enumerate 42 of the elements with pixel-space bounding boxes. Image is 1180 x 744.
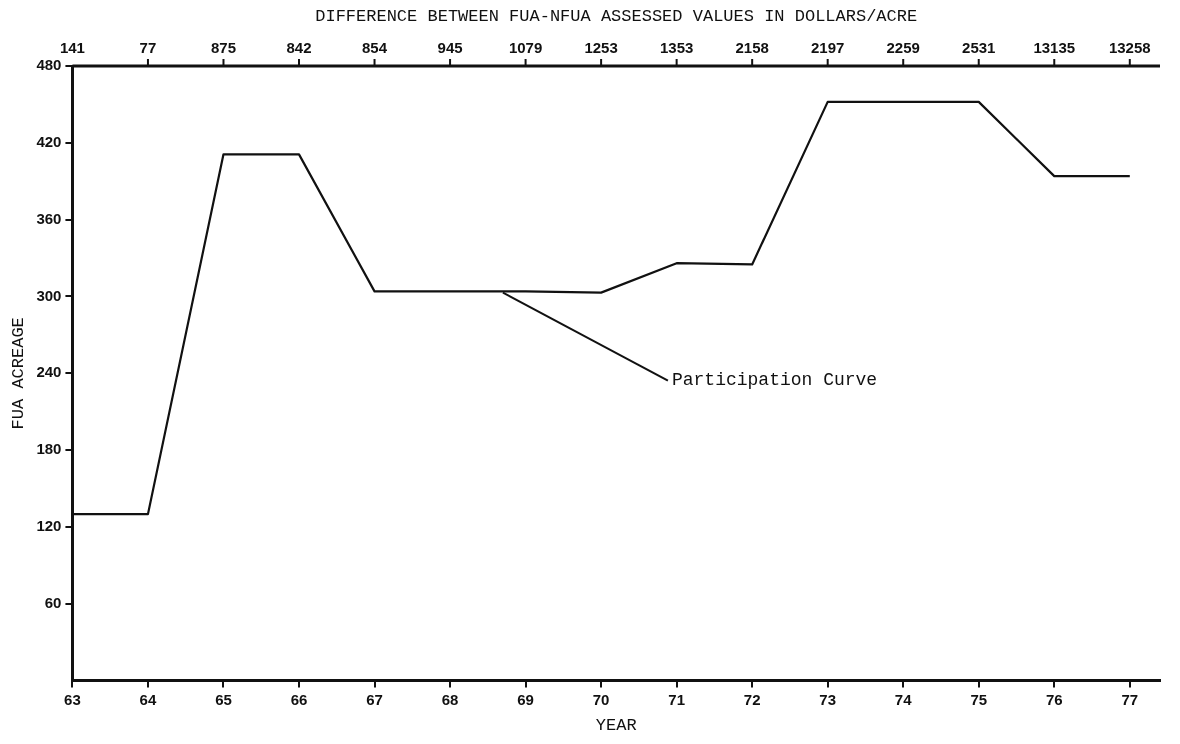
x-tick-label: 65 — [215, 690, 232, 708]
y-tick-label: 360 — [36, 209, 62, 227]
y-tick-label: 120 — [36, 517, 62, 535]
text: 77 — [139, 38, 157, 56]
y-tick-label: 300 — [36, 286, 62, 304]
text: 2531 — [962, 38, 996, 56]
annotation: Participation Curve — [671, 370, 878, 391]
text: 13135 — [1033, 38, 1076, 56]
x-tick-label: 72 — [743, 690, 761, 708]
y-axis-title: FUA ACREAGE — [8, 317, 28, 430]
x-tick-label: 74 — [894, 690, 913, 708]
x-tick-label: 75 — [970, 690, 988, 708]
x2-axis-title: DIFFERENCE BETWEEN FUA-NFUA ASSESSED VALUES IN DOLLARS/ACRE — [315, 7, 918, 26]
text: 1079 — [508, 38, 543, 56]
text: 1353 — [659, 38, 694, 56]
text: 842 — [286, 38, 312, 56]
y-tick-label: 60 — [44, 593, 62, 611]
text: 141 — [59, 38, 85, 56]
x-tick-label: 73 — [819, 690, 837, 708]
x-tick-label: 66 — [290, 690, 308, 708]
x-tick-label: 67 — [366, 690, 383, 708]
x-tick-label: 63 — [64, 690, 81, 708]
y-tick-label: 420 — [36, 132, 62, 150]
x-tick-label: 70 — [592, 690, 610, 708]
text: 945 — [437, 38, 463, 56]
text: 2158 — [735, 38, 769, 56]
text: 875 — [210, 38, 236, 56]
x-tick-label: 76 — [1045, 690, 1063, 708]
x-tick-label: 68 — [441, 690, 459, 708]
y-tick-label: 240 — [36, 363, 62, 381]
y-tick-label: 180 — [36, 440, 62, 458]
text: 2259 — [886, 38, 920, 56]
text: 13258 — [1108, 38, 1151, 56]
x-tick-label: 64 — [139, 690, 157, 708]
text: 854 — [362, 38, 388, 56]
x-tick-label: 71 — [668, 690, 685, 708]
text: 1253 — [584, 38, 618, 56]
x-tick-label: 77 — [1121, 690, 1139, 708]
x-axis-title: YEAR — [595, 716, 637, 736]
x-tick-label: 69 — [517, 690, 534, 708]
y-tick-label: 480 — [36, 56, 62, 74]
text: 2197 — [811, 38, 845, 56]
